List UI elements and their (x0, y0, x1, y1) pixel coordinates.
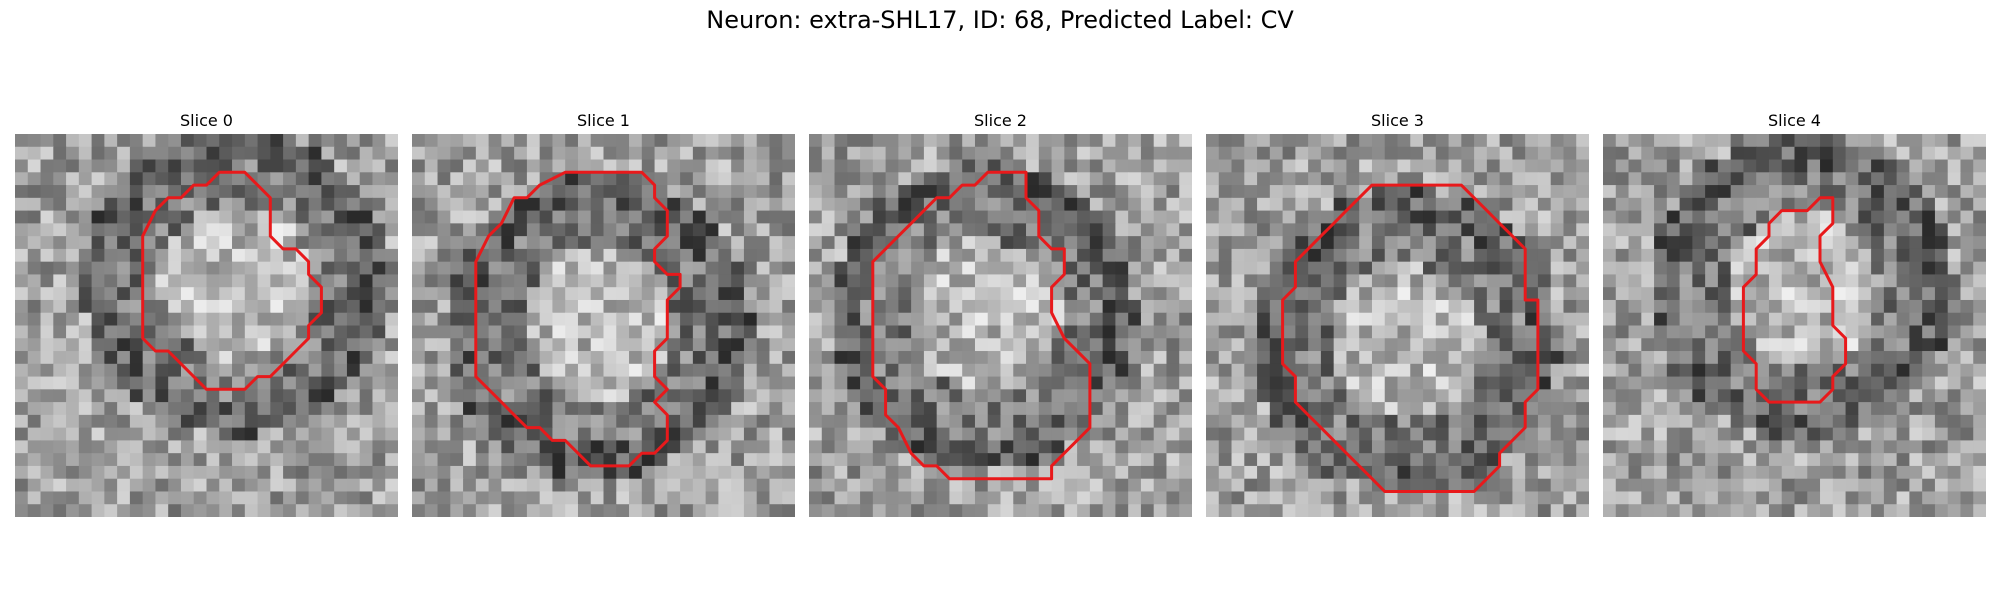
slice-title-4: Slice 4 (1768, 111, 1821, 130)
pixel-texture (809, 134, 1192, 517)
slice-panel-2: Slice 2 (809, 108, 1192, 517)
pixel-texture (1206, 134, 1589, 517)
pixel-texture (15, 134, 398, 517)
segmentation-contour (1741, 196, 1848, 404)
segmentation-contour (1281, 183, 1540, 493)
slice-image-1 (412, 134, 795, 517)
slice-image-4 (1603, 134, 1986, 517)
slice-title-0: Slice 0 (180, 111, 233, 130)
slice-title-3: Slice 3 (1371, 111, 1424, 130)
segmentation-contour (141, 170, 323, 391)
slice-image-0 (15, 134, 398, 517)
segmentation-contour (474, 170, 682, 468)
slice-panel-1: Slice 1 (412, 108, 795, 517)
pixel-texture (1603, 134, 1986, 517)
slice-panel-0: Slice 0 (15, 108, 398, 517)
slice-panel-3: Slice 3 (1206, 108, 1589, 517)
slice-title-1: Slice 1 (577, 111, 630, 130)
slice-title-2: Slice 2 (974, 111, 1027, 130)
pixel-texture (412, 134, 795, 517)
slice-image-3 (1206, 134, 1589, 517)
segmentation-contour (871, 170, 1092, 481)
slice-image-2 (809, 134, 1192, 517)
slice-panel-4: Slice 4 (1603, 108, 1986, 517)
figure-title: Neuron: extra-SHL17, ID: 68, Predicted L… (706, 6, 1294, 34)
